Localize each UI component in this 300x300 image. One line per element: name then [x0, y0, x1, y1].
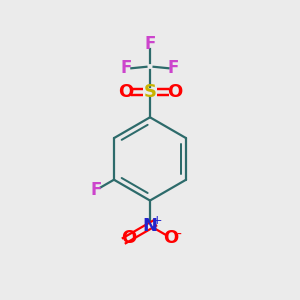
Text: O: O — [118, 83, 133, 101]
Text: F: F — [121, 59, 132, 77]
Text: O: O — [121, 229, 136, 247]
Text: F: F — [168, 59, 179, 77]
Text: N: N — [142, 217, 158, 235]
Text: O: O — [167, 83, 182, 101]
Text: F: F — [90, 181, 102, 199]
Text: O: O — [164, 229, 179, 247]
Text: F: F — [144, 35, 156, 53]
Text: +: + — [152, 214, 163, 227]
Text: -: - — [176, 228, 181, 242]
Text: S: S — [143, 83, 157, 101]
